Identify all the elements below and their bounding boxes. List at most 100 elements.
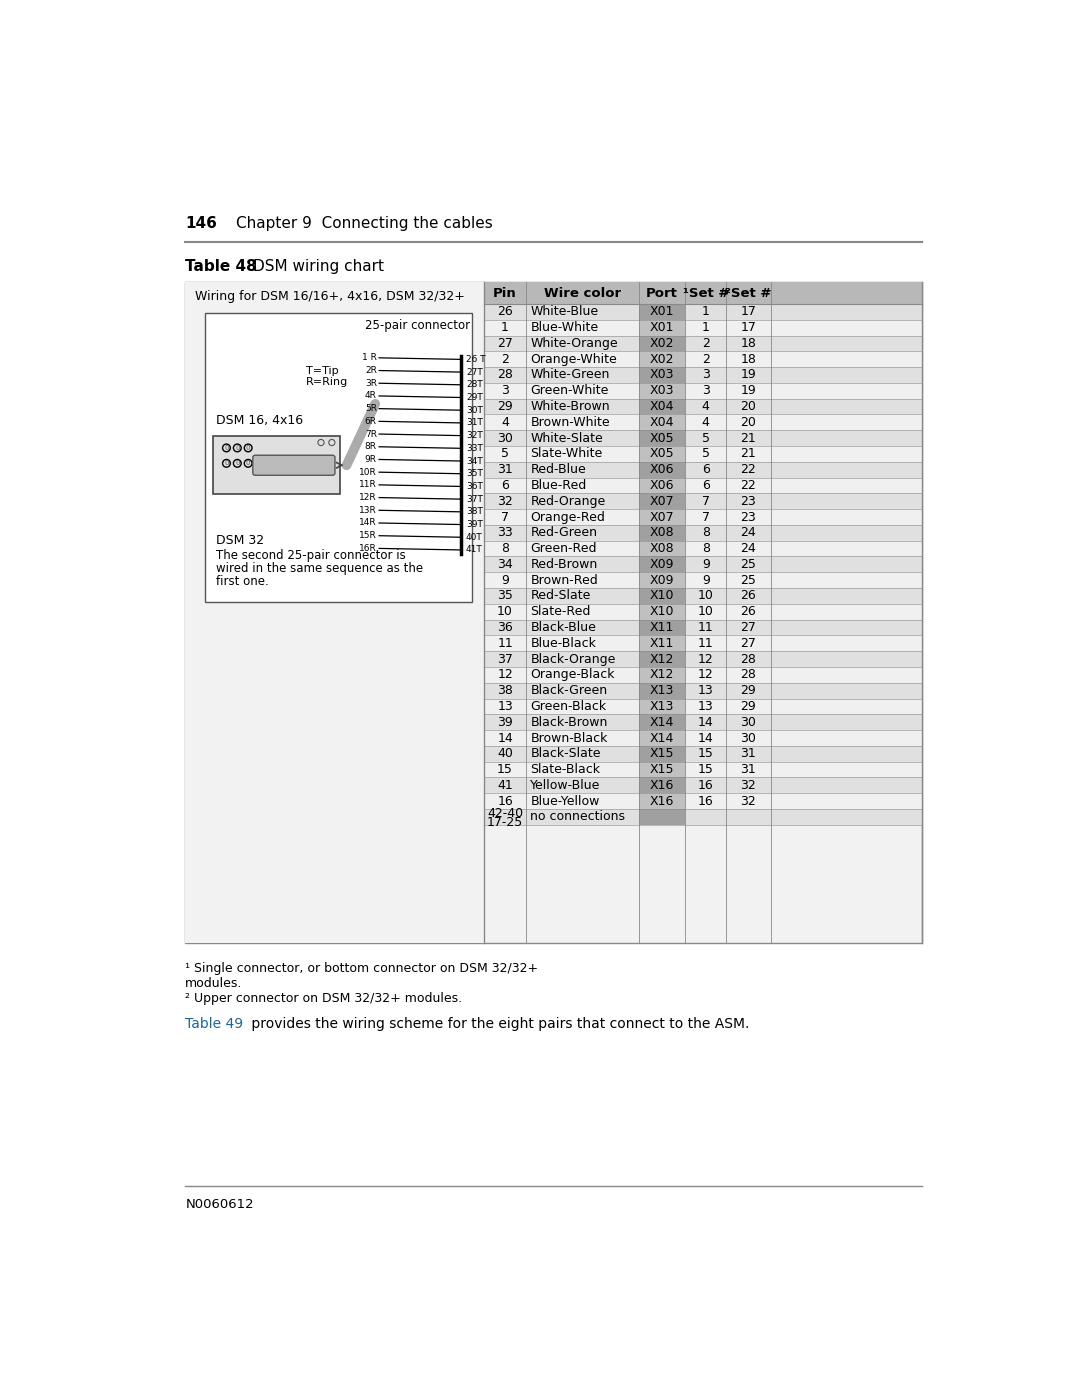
- Bar: [484, 525, 921, 541]
- Bar: [638, 793, 685, 809]
- Text: Pin: Pin: [494, 286, 517, 299]
- Text: ¹Set #: ¹Set #: [683, 286, 729, 299]
- Bar: [638, 746, 685, 761]
- Bar: [484, 666, 921, 683]
- Text: Brown-White: Brown-White: [530, 416, 610, 429]
- Text: 9: 9: [702, 574, 710, 587]
- Bar: [638, 556, 685, 573]
- Text: Port: Port: [646, 286, 678, 299]
- Text: 24: 24: [741, 542, 756, 555]
- Text: X10: X10: [650, 590, 674, 602]
- Text: Red-Brown: Red-Brown: [530, 557, 597, 571]
- Bar: [638, 305, 685, 320]
- Text: 0: 0: [246, 461, 251, 467]
- Bar: [638, 415, 685, 430]
- Text: ² Upper connector on DSM 32/32+ modules.: ² Upper connector on DSM 32/32+ modules.: [186, 992, 462, 1004]
- Text: T=Tip: T=Tip: [306, 366, 338, 376]
- Text: Slate-Black: Slate-Black: [530, 763, 600, 777]
- Bar: [484, 604, 921, 620]
- Text: 2: 2: [702, 337, 710, 349]
- Text: 10: 10: [497, 605, 513, 619]
- Text: 15: 15: [698, 747, 714, 760]
- Text: 3: 3: [702, 369, 710, 381]
- Text: 29T: 29T: [465, 393, 483, 402]
- Text: 16: 16: [698, 795, 714, 807]
- Text: 33: 33: [497, 527, 513, 539]
- Text: 27: 27: [741, 637, 756, 650]
- Text: 32: 32: [741, 780, 756, 792]
- Text: 11: 11: [497, 637, 513, 650]
- Text: 14: 14: [698, 732, 714, 745]
- Bar: [484, 462, 921, 478]
- Bar: [186, 282, 921, 943]
- Text: Wire color: Wire color: [544, 286, 621, 299]
- Text: X11: X11: [650, 637, 674, 650]
- Text: 20: 20: [741, 416, 756, 429]
- Text: X12: X12: [650, 652, 674, 665]
- Text: 25: 25: [741, 574, 756, 587]
- Text: 28: 28: [497, 369, 513, 381]
- Bar: [484, 778, 921, 793]
- Text: X02: X02: [650, 337, 674, 349]
- Text: 10: 10: [698, 590, 714, 602]
- Bar: [638, 573, 685, 588]
- Text: 12R: 12R: [360, 493, 377, 502]
- Text: 34: 34: [497, 557, 513, 571]
- Bar: [638, 636, 685, 651]
- Text: 14: 14: [497, 732, 513, 745]
- Bar: [484, 493, 921, 509]
- Text: 40: 40: [497, 747, 513, 760]
- Text: 42-40: 42-40: [487, 807, 523, 820]
- Text: 30: 30: [497, 432, 513, 444]
- Text: Orange-White: Orange-White: [530, 352, 617, 366]
- Text: White-Slate: White-Slate: [530, 432, 603, 444]
- Text: X06: X06: [650, 464, 674, 476]
- Text: Black-Slate: Black-Slate: [530, 747, 600, 760]
- Text: Blue-Yellow: Blue-Yellow: [530, 795, 599, 807]
- Text: 13: 13: [698, 685, 714, 697]
- Text: 26 T: 26 T: [465, 355, 486, 363]
- Text: X10: X10: [650, 605, 674, 619]
- Bar: [638, 714, 685, 731]
- Text: Blue-Black: Blue-Black: [530, 637, 596, 650]
- Text: 41T: 41T: [465, 545, 483, 555]
- Text: X14: X14: [650, 715, 674, 729]
- Bar: [484, 731, 921, 746]
- Bar: [638, 588, 685, 604]
- Bar: [484, 556, 921, 573]
- Text: Table 49: Table 49: [186, 1017, 243, 1031]
- Bar: [484, 714, 921, 731]
- Text: 11: 11: [698, 637, 714, 650]
- Bar: [484, 746, 921, 761]
- Bar: [638, 320, 685, 335]
- Text: 9R: 9R: [365, 455, 377, 464]
- Text: 40T: 40T: [465, 532, 483, 542]
- Text: Orange-Black: Orange-Black: [530, 668, 615, 682]
- Text: 19: 19: [741, 369, 756, 381]
- Text: Brown-Red: Brown-Red: [530, 574, 598, 587]
- Text: Green-White: Green-White: [530, 384, 609, 397]
- Text: 25-pair connector: 25-pair connector: [365, 319, 471, 332]
- Bar: [484, 415, 921, 430]
- Text: 14: 14: [698, 715, 714, 729]
- Text: 1: 1: [702, 306, 710, 319]
- Text: Green-Red: Green-Red: [530, 542, 597, 555]
- Text: X07: X07: [650, 510, 674, 524]
- Text: 0: 0: [246, 444, 251, 451]
- Text: X12: X12: [650, 668, 674, 682]
- Text: Black-Blue: Black-Blue: [530, 622, 596, 634]
- Bar: [484, 398, 921, 415]
- Text: X15: X15: [650, 763, 674, 777]
- Text: first one.: first one.: [216, 576, 269, 588]
- Text: White-Brown: White-Brown: [530, 400, 610, 414]
- Text: White-Orange: White-Orange: [530, 337, 618, 349]
- Text: DSM wiring chart: DSM wiring chart: [253, 260, 383, 274]
- Text: X02: X02: [650, 352, 674, 366]
- Text: 4: 4: [702, 400, 710, 414]
- Bar: [638, 383, 685, 398]
- Text: 23: 23: [741, 510, 756, 524]
- Bar: [638, 778, 685, 793]
- Text: 26: 26: [741, 590, 756, 602]
- Text: 18: 18: [741, 337, 756, 349]
- Bar: [484, 351, 921, 367]
